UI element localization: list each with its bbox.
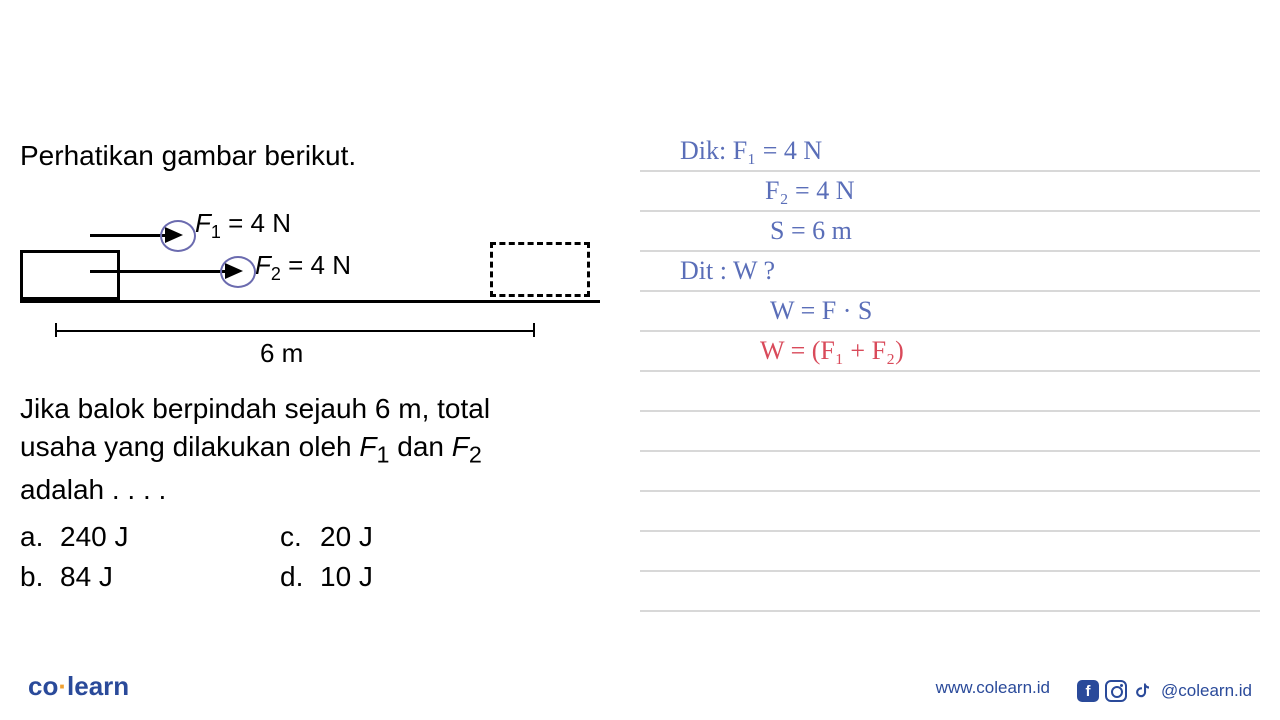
instagram-icon <box>1105 680 1127 702</box>
force-2-label: F2 = 4 N <box>255 250 351 285</box>
distance-ruler <box>55 330 535 332</box>
force-1-label: F1 = 4 N <box>195 208 291 243</box>
ground-line <box>20 300 600 303</box>
physics-diagram: F1 = 4 N F2 = 4 N 6 m <box>20 190 640 370</box>
ruled-line <box>640 490 1260 492</box>
options-grid: a.240 J c.20 J b.84 J d.10 J <box>20 521 640 593</box>
block-start <box>20 250 120 300</box>
ruler-tick-right <box>533 323 535 337</box>
facebook-icon: f <box>1077 680 1099 702</box>
option-a: a.240 J <box>20 521 280 553</box>
distance-label: 6 m <box>260 338 303 369</box>
ruler-tick-left <box>55 323 57 337</box>
force-1-arrow-line <box>90 234 165 237</box>
force-1-circle <box>160 220 196 252</box>
force-2-arrow-line <box>90 270 225 273</box>
option-c: c.20 J <box>280 521 540 553</box>
hw-dik: Dik: F₁ = 4 N <box>680 136 822 166</box>
block-end <box>490 242 590 297</box>
hw-f2: F₂ = 4 N <box>765 176 854 206</box>
footer: co·learn www.colearn.id f @colearn.id <box>0 662 1280 702</box>
question-line-1: Jika balok berpindah sejauh 6 m, total <box>20 390 640 428</box>
question-body: Jika balok berpindah sejauh 6 m, total u… <box>20 390 640 509</box>
brand-logo: co·learn <box>28 671 129 702</box>
ruled-line <box>640 210 1260 212</box>
social-handle: @colearn.id <box>1161 681 1252 701</box>
ruled-line <box>640 370 1260 372</box>
ruled-line <box>640 330 1260 332</box>
ruled-line <box>640 290 1260 292</box>
option-b: b.84 J <box>20 561 280 593</box>
force-2-circle <box>220 256 256 288</box>
ruled-line <box>640 250 1260 252</box>
tiktok-icon <box>1133 680 1155 702</box>
social-links: f @colearn.id <box>1077 680 1252 702</box>
ruled-line <box>640 170 1260 172</box>
question-title: Perhatikan gambar berikut. <box>20 140 640 172</box>
question-panel: Perhatikan gambar berikut. F1 = 4 N F2 =… <box>20 140 640 593</box>
ruled-line <box>640 450 1260 452</box>
question-line-3: adalah . . . . <box>20 471 640 509</box>
logo-dot: · <box>58 671 67 701</box>
hw-dit: Dit : W ? <box>680 256 775 286</box>
question-line-2: usaha yang dilakukan oleh F1 dan F2 <box>20 428 640 471</box>
handwriting-panel: Dik: F₁ = 4 N F₂ = 4 N S = 6 m Dit : W ?… <box>640 130 1260 650</box>
hw-formula: W = F · S <box>770 296 872 326</box>
footer-url: www.colearn.id <box>936 678 1050 698</box>
ruled-line <box>640 570 1260 572</box>
ruled-line <box>640 410 1260 412</box>
hw-s: S = 6 m <box>770 216 852 246</box>
ruled-line <box>640 610 1260 612</box>
option-d: d.10 J <box>280 561 540 593</box>
ruled-line <box>640 530 1260 532</box>
hw-expand: W = (F₁ + F₂) <box>760 336 904 366</box>
